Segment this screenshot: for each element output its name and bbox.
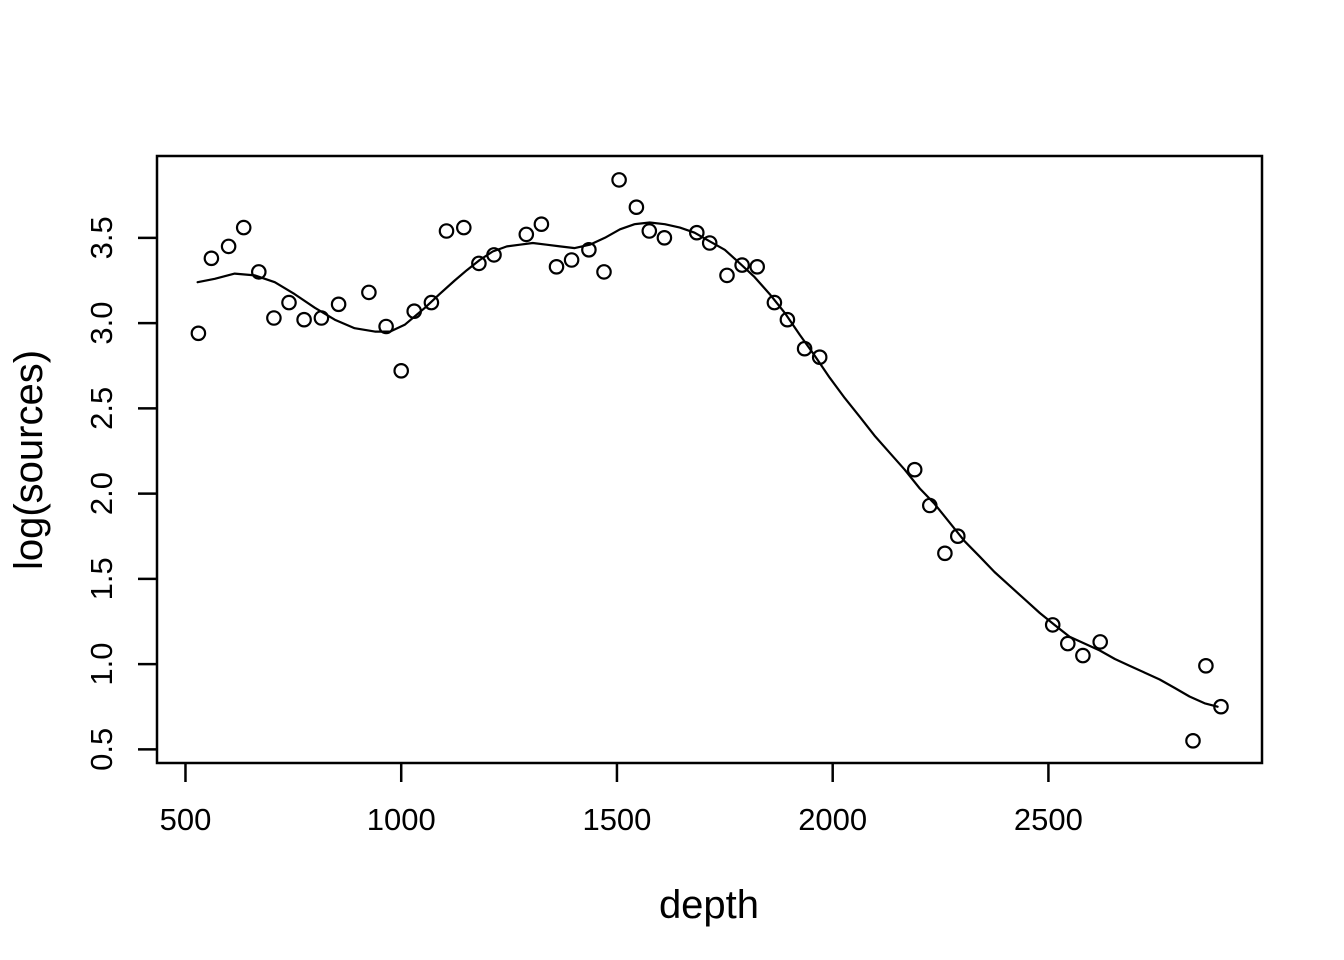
data-point [296, 311, 312, 328]
data-point [1092, 634, 1108, 650]
y-tick-label: 1.0 [84, 643, 119, 686]
data-point [656, 230, 673, 246]
data-point [749, 258, 765, 275]
y-axis-title: log(sources) [7, 350, 51, 570]
data-point [1213, 698, 1229, 715]
loess-curve-layer [196, 221, 1219, 708]
data-point [406, 303, 422, 319]
data-point [281, 294, 297, 311]
data-point [906, 461, 923, 478]
data-point [203, 250, 220, 267]
data-point [734, 257, 750, 273]
data-point [220, 238, 237, 255]
data-point [611, 172, 627, 188]
y-tick-label: 3.0 [84, 302, 119, 345]
loess-curve [196, 221, 1219, 708]
x-tick-label: 1000 [367, 802, 436, 837]
data-point [779, 311, 796, 328]
data-point [1060, 635, 1076, 652]
y-axis: 0.5 1.0 1.5 2.0 2.5 3.0 3.5 [84, 216, 157, 771]
data-point [628, 199, 645, 215]
data-point [250, 264, 267, 280]
data-point [361, 284, 377, 301]
x-tick-label: 1500 [582, 802, 651, 837]
data-point [471, 255, 487, 272]
y-tick-label: 2.5 [84, 387, 119, 430]
data-point [719, 267, 735, 284]
data-point [518, 226, 535, 243]
data-point [378, 318, 394, 335]
data-point [548, 258, 565, 275]
data-point [190, 325, 207, 342]
data-point [1075, 647, 1091, 664]
data-point [393, 362, 409, 379]
data-point [235, 219, 252, 236]
x-tick-label: 2000 [798, 802, 867, 837]
data-point [455, 219, 472, 236]
data-point [1185, 732, 1201, 749]
x-tick-label: 2500 [1014, 802, 1083, 837]
data-point [949, 528, 966, 544]
data-point [1044, 617, 1061, 633]
data-point [533, 216, 550, 232]
data-points-layer [190, 172, 1229, 749]
x-axis-title: depth [659, 883, 759, 927]
data-point [796, 340, 813, 357]
data-point [581, 242, 597, 258]
data-point [486, 247, 502, 263]
x-tick-label: 500 [160, 802, 212, 837]
y-tick-label: 2.0 [84, 472, 119, 515]
data-point [688, 224, 705, 241]
data-point [811, 349, 828, 365]
data-point [1198, 657, 1214, 674]
data-point [921, 497, 938, 514]
data-point [423, 294, 440, 311]
y-tick-label: 3.5 [84, 216, 119, 259]
data-point [701, 235, 718, 251]
data-point [596, 264, 612, 280]
data-point [438, 223, 455, 239]
data-point [266, 310, 282, 326]
y-tick-label: 0.5 [84, 728, 119, 771]
data-point [641, 223, 658, 239]
data-point [766, 294, 783, 311]
y-tick-label: 1.5 [84, 557, 119, 600]
x-axis: 500 1000 1500 2000 2500 [160, 763, 1083, 837]
data-point [563, 252, 580, 268]
data-point [937, 545, 953, 562]
data-point [313, 310, 330, 326]
data-point [330, 296, 347, 313]
plot-border [155, 154, 1264, 765]
